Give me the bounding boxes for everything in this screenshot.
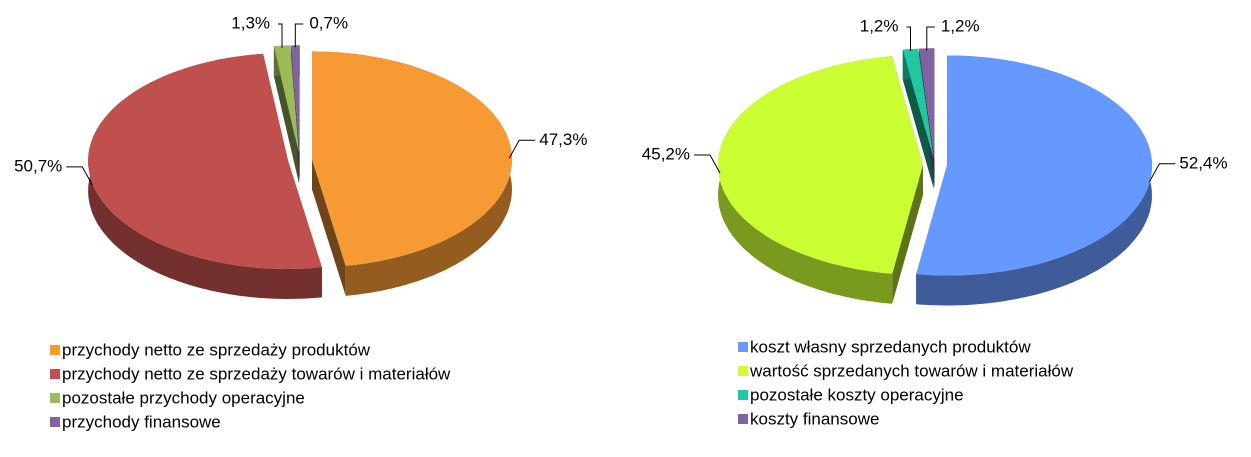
leader-line bbox=[906, 26, 911, 52]
leader-line bbox=[508, 139, 536, 159]
data-label: 52,4% bbox=[1179, 153, 1227, 172]
leader-line bbox=[694, 154, 721, 174]
legend-label: koszty finansowe bbox=[750, 409, 879, 428]
legend-label: wartość sprzedanych towarów i materiałów bbox=[749, 361, 1074, 380]
leader-line bbox=[294, 23, 304, 48]
slice bbox=[919, 48, 935, 159]
leader-line bbox=[66, 166, 93, 186]
leader-line bbox=[1148, 163, 1176, 183]
slice bbox=[718, 56, 923, 274]
slice-cut-face bbox=[273, 46, 299, 184]
slice bbox=[273, 45, 299, 154]
legend-swatch bbox=[738, 390, 748, 400]
slice bbox=[916, 55, 1152, 276]
legend-label: pozostałe koszty operacyjne bbox=[750, 385, 964, 404]
legend-swatch bbox=[738, 342, 748, 352]
data-label: 45,2% bbox=[642, 144, 690, 163]
legend-swatch bbox=[738, 366, 748, 376]
data-label: 1,2% bbox=[860, 16, 899, 35]
legend-label: przychody finansowe bbox=[62, 412, 221, 431]
legend-label: pozostałe przychody operacyjne bbox=[62, 388, 305, 407]
legend-swatch bbox=[50, 369, 60, 379]
data-label: 50,7% bbox=[14, 156, 62, 175]
slice-side bbox=[88, 53, 322, 299]
slice bbox=[290, 45, 300, 154]
legend-swatch bbox=[50, 417, 60, 427]
data-label: 1,3% bbox=[231, 13, 270, 32]
slice bbox=[902, 48, 934, 159]
legend-swatch bbox=[50, 345, 60, 355]
slice-cut-face bbox=[902, 49, 934, 189]
legend-swatch bbox=[738, 414, 748, 424]
leader-line bbox=[926, 26, 935, 51]
legend-label: koszt własny sprzedanych produktów bbox=[750, 337, 1031, 356]
slice-cut-face bbox=[892, 165, 923, 304]
data-label: 1,2% bbox=[941, 16, 980, 35]
data-label: 0,7% bbox=[309, 13, 348, 32]
legend-label: przychody netto ze sprzedaży produktów bbox=[62, 340, 371, 359]
legend-swatch bbox=[50, 393, 60, 403]
legend-label: przychody netto ze sprzedaży towarów i m… bbox=[62, 364, 451, 383]
slice bbox=[312, 51, 512, 266]
slice-cut-face bbox=[312, 159, 346, 296]
slice bbox=[88, 53, 322, 269]
leader-line bbox=[278, 23, 283, 48]
data-label: 47,3% bbox=[539, 130, 587, 149]
